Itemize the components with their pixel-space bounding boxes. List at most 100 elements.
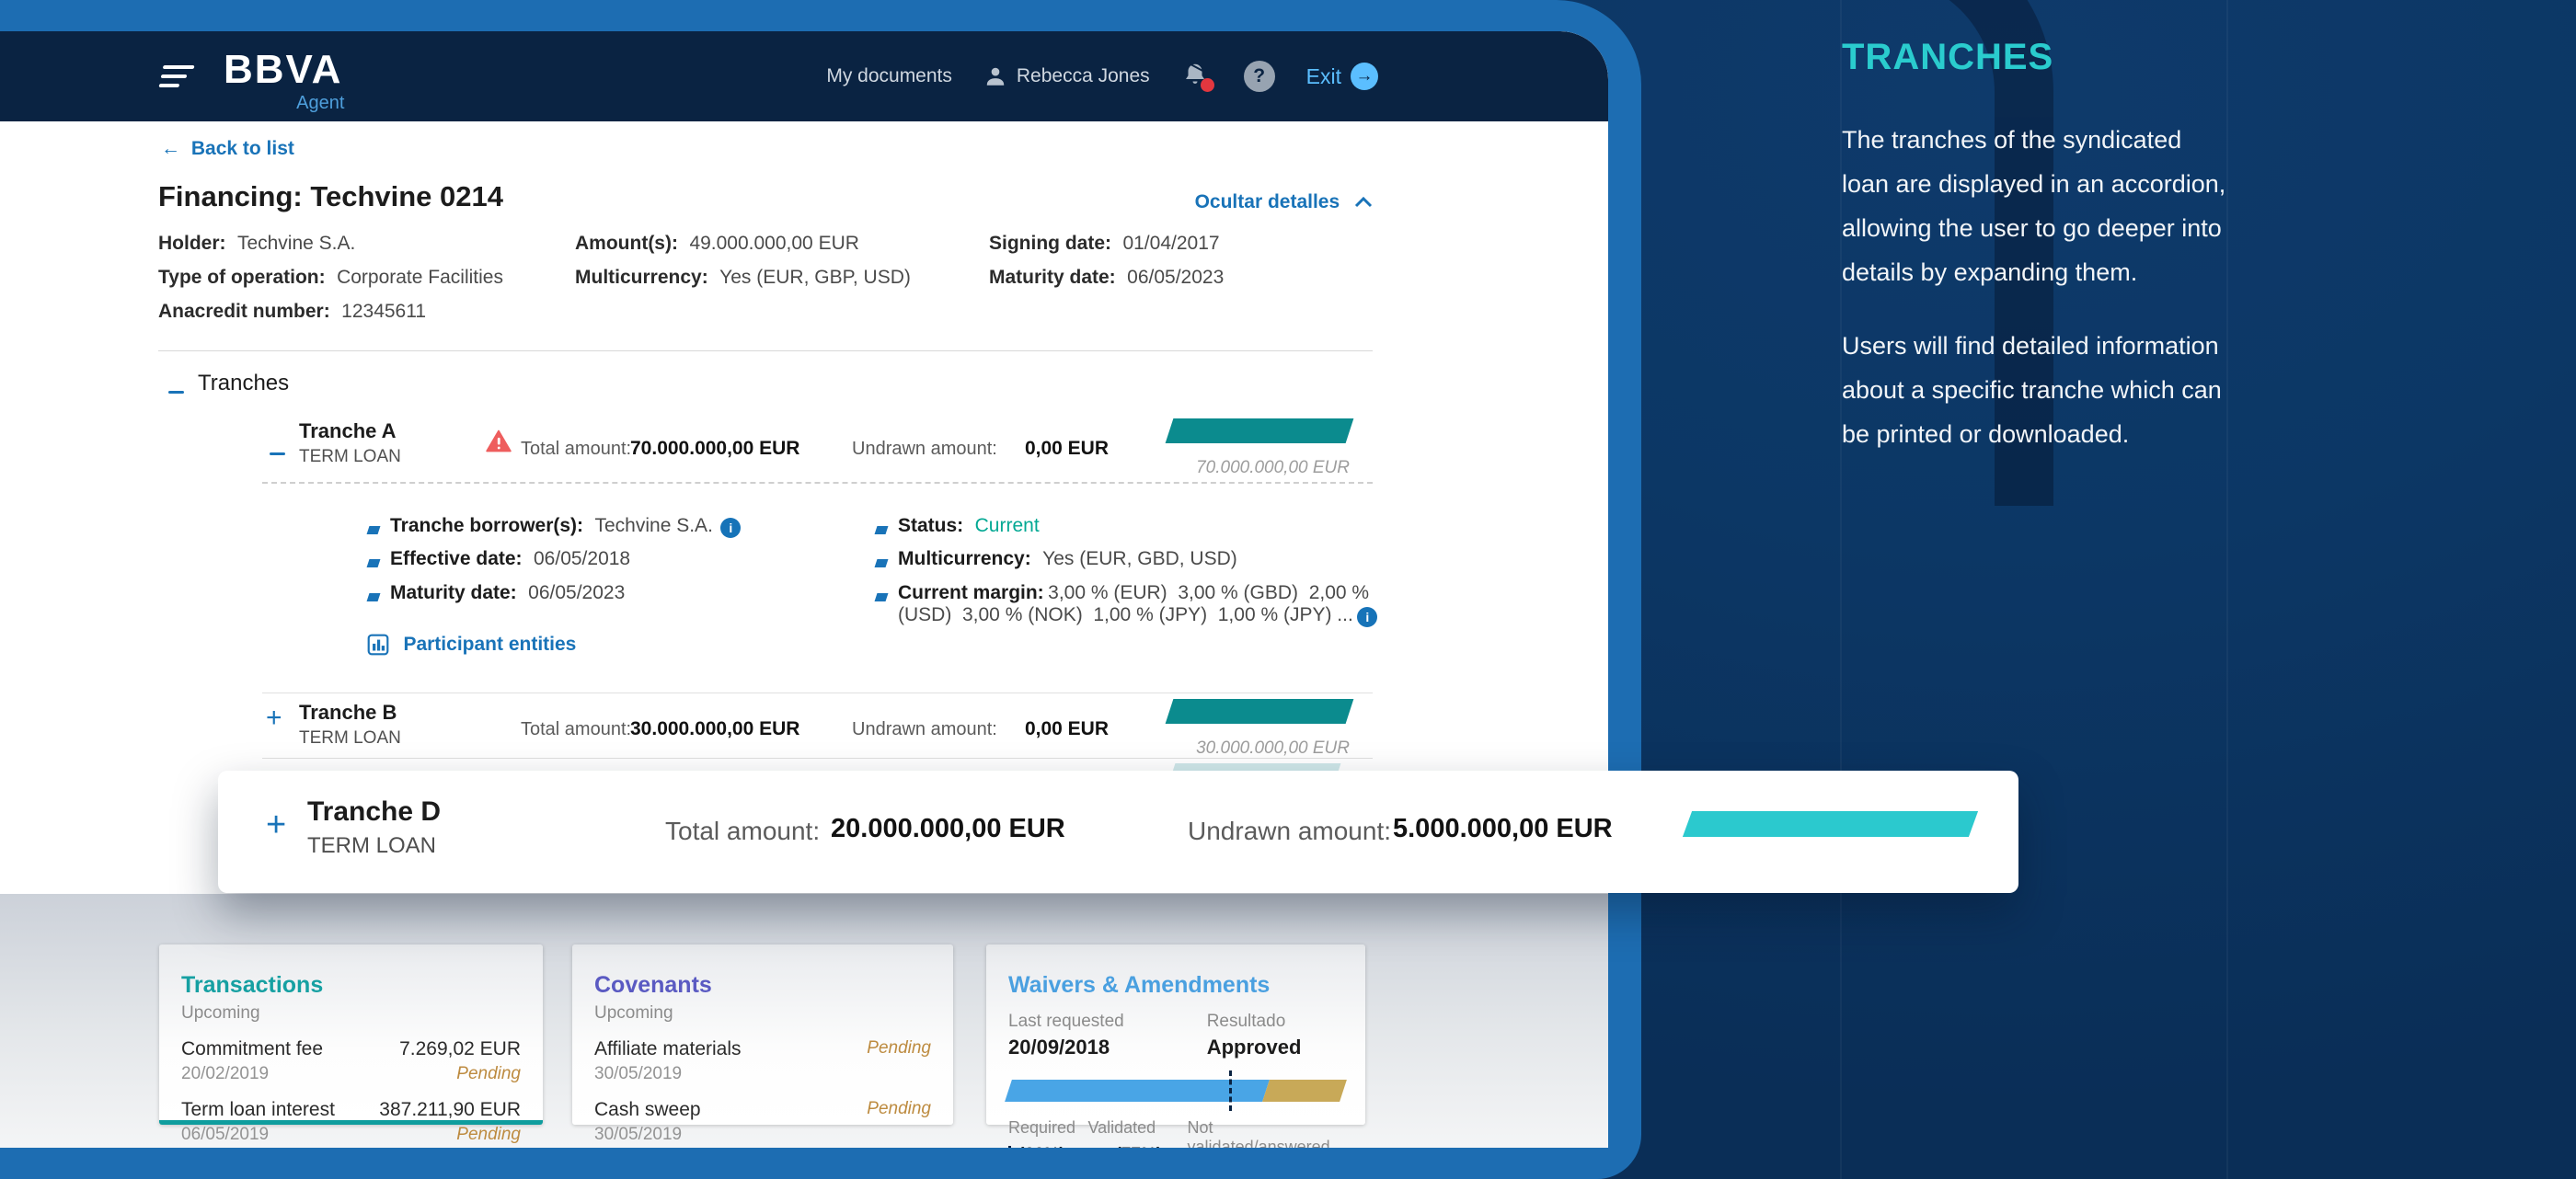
result-value: Approved [1206,1036,1302,1059]
page-body: ← Back to list Financing: Techvine 0214 … [0,121,1608,1148]
tranches-section-toggle[interactable] [168,382,184,398]
back-to-list-link[interactable]: ← Back to list [161,138,294,160]
tranche-b-amount-bar [1165,699,1354,724]
covenant-row: Cash sweep 30/05/2019 Pending [594,1099,931,1145]
exit-label: Exit [1305,63,1341,88]
tranche-a-type: TERM LOAN [299,447,401,466]
tranche-b-type: TERM LOAN [299,728,401,748]
brand-subtitle: Agent [296,93,345,113]
detail-label: Multicurrency: [898,548,1031,569]
user-menu[interactable]: Rebecca Jones [983,64,1150,88]
field-value: Corporate Facilities [337,267,503,288]
field-holder: Holder: Techvine S.A. [158,233,355,255]
tranche-b-name[interactable]: Tranche B [299,701,397,724]
waivers-info: Last requested 20/09/2018 Resultado Appr… [1008,1012,1343,1059]
page-title: Financing: Techvine 0214 [158,180,503,212]
transactions-card[interactable]: Transactions Upcoming Commitment fee 20/… [159,944,543,1144]
transaction-name: Term loan interest [181,1099,335,1120]
participant-entities-link[interactable]: Participant entities [366,633,576,657]
warning-icon [486,429,512,454]
dashed-line-icon [1008,1146,1011,1148]
not-validated-bar-segment [1262,1080,1347,1102]
last-requested-label: Last requested [1008,1012,1124,1031]
hide-details-toggle[interactable]: Ocultar detalles [1178,191,1373,213]
navbar-right: My documents Rebecca Jones [826,61,1378,92]
bg-decorative-curve [1621,0,2053,506]
arrow-right-circle-icon: → [1351,63,1378,90]
detail-label: Status: [898,515,964,536]
covenants-card[interactable]: Covenants Upcoming Affiliate materials 3… [572,944,953,1144]
back-link-label: Back to list [190,138,294,159]
field-label: Anacredit number: [158,301,330,322]
tranche-d-card[interactable]: + Tranche D TERM LOAN Total amount: 20.0… [218,771,2018,893]
bullet-icon [874,522,889,539]
tranche-b-expand-toggle[interactable]: + [266,703,282,733]
field-maturity-date: Maturity date: 06/05/2023 [989,267,1224,289]
bell-muted-icon [1185,62,1204,84]
bullet-icon [366,590,381,606]
info-icon[interactable]: i [720,517,742,538]
brand-name: BBVA [224,47,343,92]
detail-label: Tranche borrower(s): [390,515,584,536]
notifications-button[interactable] [1181,61,1214,92]
tranche-a-name[interactable]: Tranche A [299,419,397,442]
transaction-name: Commitment fee [181,1038,324,1059]
tranche-d-name[interactable]: Tranche D [307,796,442,827]
chevron-up-icon [1354,197,1373,208]
side-panel-paragraph-2: Users will find detailed information abo… [1842,332,2222,448]
status-badge: Pending [456,1125,521,1144]
hide-details-label: Ocultar detalles [1194,191,1340,212]
transaction-row: Commitment fee 20/02/2019 7.269,02 EUR P… [181,1038,521,1084]
participant-entities-label: Participant entities [403,634,577,655]
detail-value: Techvine S.A. [594,515,713,536]
legend-value: (77%) [1115,1145,1162,1148]
my-documents-link[interactable]: My documents [826,65,952,86]
detail-value: Yes (EUR, GBD, USD) [1042,548,1237,569]
tranche-a-bar-label: 70.000.000,00 EUR [1196,458,1350,477]
info-icon[interactable]: i [1357,606,1378,627]
waivers-card-title: Waivers & Amendments [1008,972,1271,998]
transaction-date: 20/02/2019 [181,1064,270,1083]
tranche-d-expand-toggle[interactable]: + [266,806,287,844]
field-value: 49.000.000,00 EUR [689,233,859,254]
covenant-row: Affiliate materials 30/05/2019 Pending [594,1038,931,1084]
bullet-icon [874,590,889,606]
last-requested-date: 20/09/2018 [1008,1036,1110,1059]
covenant-date: 30/05/2019 [594,1125,683,1144]
status-badge: Pending [867,1038,931,1058]
detail-label: Maturity date: [390,582,517,603]
waivers-card[interactable]: Waivers & Amendments Last requested 20/0… [986,944,1365,1148]
field-label: Amount(s): [575,233,678,254]
field-value: Yes (EUR, GBP, USD) [719,267,911,288]
detail-status: Status: Current [898,515,1040,537]
exit-button[interactable]: Exit → [1306,63,1378,90]
total-amount-label: Total amount: [521,719,632,739]
help-button[interactable]: ? [1243,61,1275,92]
tranche-b-undrawn-amount: 0,00 EUR [1024,718,1109,739]
hamburger-menu-icon[interactable] [158,65,195,87]
undrawn-amount-label: Undrawn amount: [852,439,997,459]
tranche-a-collapse-toggle[interactable] [270,443,285,460]
transactions-card-title: Transactions [181,972,324,998]
legend-label: Validated [1087,1118,1156,1137]
field-label: Maturity date: [989,267,1116,288]
detail-label: Effective date: [390,548,523,569]
detail-value: 06/05/2023 [528,582,626,603]
detail-effective-date: Effective date: 06/05/2018 [390,548,630,570]
status-badge: Pending [456,1064,521,1083]
total-amount-label: Total amount: [521,439,632,459]
waivers-legend: Required (66%) Validated (77%) Not valid… [1008,1118,1343,1148]
covenant-name: Affiliate materials [594,1038,742,1059]
field-value: Techvine S.A. [236,233,356,254]
bullet-icon [874,555,889,572]
field-label: Holder: [158,233,226,254]
tranche-a-amount-bar [1165,418,1354,443]
bullet-icon [366,555,381,572]
field-value: 12345611 [341,301,427,322]
detail-borrower: Tranche borrower(s): Techvine S.A. i [390,515,742,538]
transaction-amount: 387.211,90 EUR [379,1099,521,1120]
field-signing-date: Signing date: 01/04/2017 [989,233,1220,255]
navbar: BBVA Agent My documents Rebecca Jones [0,31,1608,121]
detail-value: 3,00 % (EUR) 3,00 % (GBD) 2,00 % (USD) 3… [898,582,1374,625]
detail-value: 06/05/2018 [534,548,631,569]
